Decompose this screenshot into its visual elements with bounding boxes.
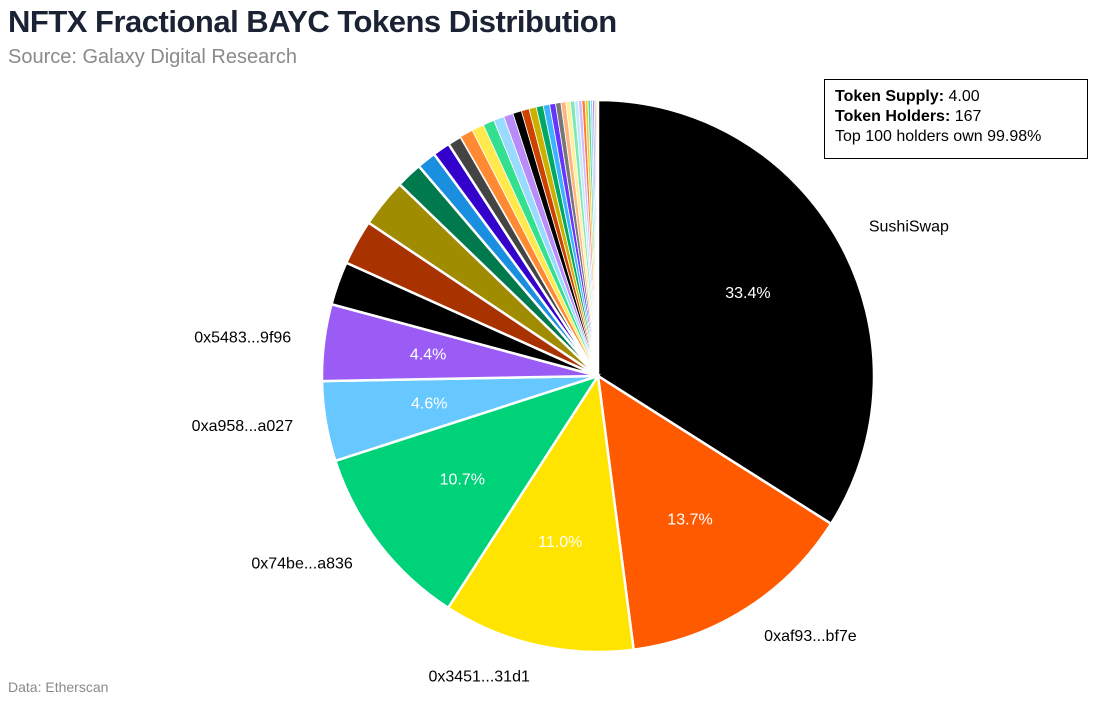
- pie-percent-label-6: 4.4%: [410, 346, 446, 363]
- pie-category-label-3: 0x3451...31d1: [428, 669, 530, 686]
- token-supply-value: 4.00: [948, 88, 980, 105]
- pie-category-label-5: 0xa958...a027: [192, 418, 294, 435]
- pie-category-label-1: SushiSwap: [869, 218, 949, 235]
- pie-percent-label-4: 10.7%: [440, 471, 485, 488]
- chart-subtitle: Source: Galaxy Digital Research: [8, 46, 298, 68]
- top-holders-note: Top 100 holders own 99.98%: [835, 128, 1042, 145]
- token-supply-row: Token Supply: 4.00: [835, 87, 1077, 107]
- token-holders-label: Token Holders:: [835, 108, 951, 125]
- pie-percent-label-5: 4.6%: [411, 395, 447, 412]
- pie-labels: 33.4% SushiSwap 13.7% 0xaf93...bf7e 11.0% 0x3…: [192, 218, 949, 685]
- data-source-note: Data: Etherscan: [8, 679, 109, 695]
- chart-title: NFTX Fractional BAYC Tokens Distribution: [8, 4, 617, 39]
- token-holders-row: Token Holders: 167: [835, 107, 1077, 127]
- pie-slices: [320, 98, 876, 654]
- pie-slice-38: [596, 99, 599, 377]
- info-box: Token Supply: 4.00 Token Holders: 167 To…: [824, 79, 1088, 159]
- pie-category-label-4: 0x74be...a836: [251, 555, 353, 572]
- token-supply-label: Token Supply:: [835, 88, 945, 105]
- pie-category-label-6: 0x5483...9f96: [194, 330, 291, 347]
- pie-slice-4: [333, 373, 601, 610]
- pie-percent-label-3: 11.0%: [538, 534, 582, 551]
- token-holders-value: 167: [954, 108, 982, 125]
- pie-percent-label-1: 33.4%: [725, 285, 770, 302]
- pie-slice-1: [596, 98, 876, 526]
- pie-category-label-2: 0xaf93...bf7e: [764, 628, 857, 645]
- pie-slice-3: [446, 372, 636, 654]
- pie-slice-2: [596, 373, 833, 652]
- pie-percent-label-2: 13.7%: [667, 512, 712, 529]
